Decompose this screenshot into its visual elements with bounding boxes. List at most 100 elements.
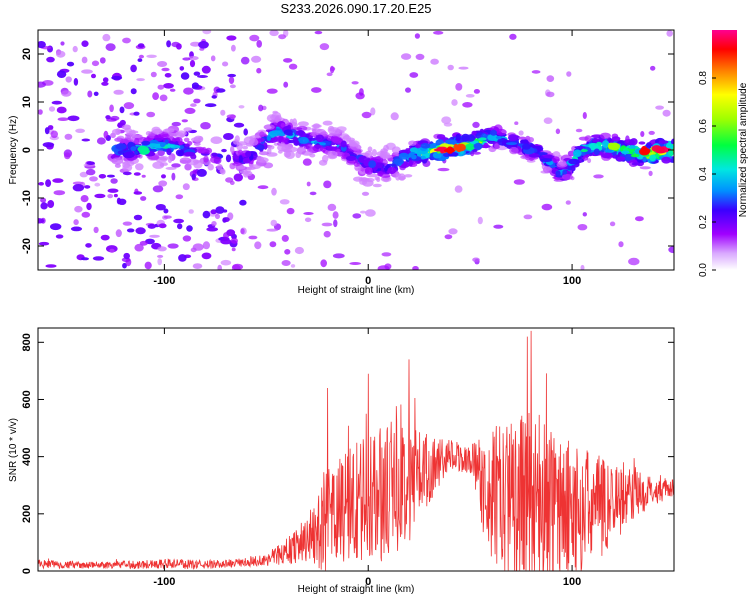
heatmap-cell: [409, 72, 419, 78]
heatmap-cell: [163, 215, 172, 219]
heatmap-cell: [65, 76, 72, 83]
heatmap-cell: [604, 148, 613, 153]
heatmap-cell: [184, 107, 196, 114]
heatmap-cell: [312, 144, 324, 152]
heatmap-cell: [93, 226, 99, 234]
heatmap-cell: [190, 247, 197, 253]
heatmap-cell: [377, 170, 384, 177]
heatmap-cell: [292, 118, 298, 127]
heatmap-cell: [281, 234, 289, 242]
heatmap-cell: [229, 84, 236, 89]
heatmap-cell: [601, 152, 613, 159]
heatmap-cell: [158, 180, 168, 187]
heatmap-cell: [238, 105, 245, 109]
heatmap-cell: [99, 57, 106, 64]
snr-x-axis-label: Height of straight line (km): [298, 584, 415, 595]
heatmap-cell: [75, 128, 85, 133]
heatmap-cell: [314, 30, 323, 35]
heatmap-cell: [568, 158, 580, 165]
heatmap-cell: [395, 173, 402, 177]
heatmap-cell: [239, 199, 247, 206]
heatmap-cell: [172, 137, 177, 143]
heatmap-cell: [258, 151, 269, 156]
heatmap-cell: [642, 156, 647, 163]
heatmap-cell: [621, 150, 630, 154]
heatmap-cell: [81, 257, 89, 261]
heatmap-y-tick-label: 10: [21, 96, 33, 108]
heatmap-cell: [240, 228, 245, 235]
heatmap-cell: [72, 184, 85, 192]
heatmap-cell: [133, 191, 143, 195]
heatmap-cell: [40, 197, 47, 203]
heatmap-cell: [111, 128, 121, 135]
heatmap-cell: [490, 129, 497, 136]
heatmap-cell: [178, 254, 187, 262]
heatmap-cell: [144, 261, 152, 270]
heatmap-cell: [283, 58, 293, 63]
heatmap-cell: [193, 160, 203, 169]
heatmap-cell: [81, 40, 89, 47]
heatmap-cell: [349, 262, 362, 265]
heatmap-cell: [73, 78, 79, 86]
heatmap-cell: [326, 72, 333, 77]
heatmap-cell: [285, 151, 295, 159]
heatmap-cell: [38, 41, 46, 49]
heatmap-cell: [130, 88, 137, 95]
heatmap-cell: [126, 228, 135, 233]
heatmap-cell: [628, 257, 640, 266]
heatmap-cell: [157, 84, 165, 90]
heatmap-cell: [38, 81, 46, 88]
heatmap-cell: [96, 137, 106, 145]
heatmap-cell: [472, 149, 478, 153]
heatmap-cell: [283, 129, 293, 136]
heatmap-cell: [518, 130, 524, 136]
heatmap-cell: [326, 136, 334, 141]
heatmap-cell: [437, 167, 450, 172]
heatmap-y-ticks: -20 -10 0 10 20: [21, 48, 674, 254]
heatmap-cell: [505, 142, 518, 146]
heatmap-cell: [444, 234, 453, 240]
heatmap-cell: [81, 69, 93, 74]
heatmap-cell: [183, 87, 194, 95]
heatmap-cell: [231, 247, 236, 252]
heatmap-cell: [163, 83, 174, 89]
heatmap-cell: [228, 76, 235, 85]
heatmap-cell: [383, 144, 389, 152]
heatmap-cell: [311, 128, 322, 133]
heatmap-cell: [193, 98, 201, 104]
heatmap-cell: [45, 264, 57, 268]
heatmap-cell: [361, 191, 370, 196]
heatmap-cell: [220, 109, 226, 116]
heatmap-cell: [139, 147, 149, 155]
heatmap-cell: [249, 34, 260, 42]
heatmap-x-tick-label: -100: [153, 275, 175, 287]
heatmap-cell: [110, 115, 120, 121]
heatmap-cell: [617, 156, 626, 161]
heatmap-cell: [91, 60, 100, 67]
heatmap-cell: [302, 158, 312, 166]
heatmap-cell: [86, 161, 95, 165]
heatmap-cell: [546, 91, 555, 98]
heatmap-cell: [190, 103, 197, 107]
heatmap-cell: [372, 183, 382, 188]
heatmap-cell: [322, 120, 333, 126]
heatmap-cell: [254, 241, 262, 250]
heatmap-cell: [72, 45, 78, 53]
heatmap-cell: [183, 151, 196, 157]
heatmap-cell: [618, 241, 624, 248]
heatmap-cell: [309, 191, 317, 196]
heatmap-cell: [483, 142, 489, 149]
heatmap-cell: [432, 151, 442, 159]
heatmap-cell: [288, 63, 298, 70]
snr-y-ticks: 0 200 400 600 800: [21, 333, 674, 574]
heatmap-cell: [177, 223, 183, 230]
heatmap-cells: [38, 30, 674, 270]
snr-series: [38, 330, 674, 571]
heatmap-cell: [213, 156, 222, 165]
heatmap-cell: [333, 129, 340, 135]
heatmap-cell: [157, 258, 162, 266]
heatmap-cell: [119, 119, 126, 126]
heatmap-cell: [543, 166, 552, 172]
heatmap-cell: [263, 162, 274, 169]
heatmap-cell: [152, 128, 163, 135]
